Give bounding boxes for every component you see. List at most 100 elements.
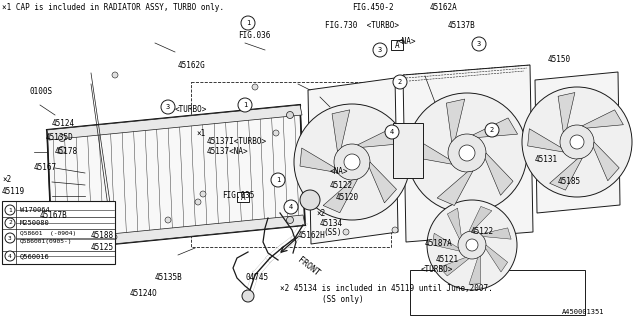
Text: 45187A: 45187A: [425, 239, 452, 249]
Polygon shape: [403, 65, 533, 242]
Circle shape: [58, 134, 65, 141]
Text: 3: 3: [477, 41, 481, 47]
Polygon shape: [486, 245, 508, 272]
Text: 1: 1: [246, 20, 250, 26]
Polygon shape: [481, 228, 511, 239]
Polygon shape: [332, 110, 350, 151]
Text: 45137B: 45137B: [448, 20, 476, 29]
Text: 45125: 45125: [91, 243, 114, 252]
Circle shape: [58, 227, 65, 234]
Text: A: A: [395, 41, 399, 50]
Circle shape: [5, 218, 15, 228]
Text: 4: 4: [289, 204, 293, 210]
Text: 3: 3: [378, 47, 382, 53]
Text: FIG.035: FIG.035: [222, 191, 254, 201]
Polygon shape: [558, 92, 575, 132]
Polygon shape: [323, 179, 358, 213]
Text: FIG.036: FIG.036: [238, 30, 270, 39]
Circle shape: [5, 205, 15, 215]
Circle shape: [385, 125, 399, 139]
Text: A450001351: A450001351: [562, 309, 605, 315]
Text: FIG.450-2: FIG.450-2: [352, 4, 394, 12]
Text: 0100S: 0100S: [30, 87, 53, 97]
Text: 04745: 04745: [245, 273, 268, 282]
Circle shape: [373, 43, 387, 57]
Text: ×2 45134 is included in 45119 until June,2007.: ×2 45134 is included in 45119 until June…: [280, 284, 493, 292]
Circle shape: [238, 98, 252, 112]
Circle shape: [195, 199, 201, 205]
Text: 45120: 45120: [336, 194, 359, 203]
Circle shape: [393, 75, 407, 89]
Text: 2: 2: [398, 79, 402, 85]
Circle shape: [242, 290, 254, 302]
Circle shape: [392, 227, 398, 233]
Circle shape: [271, 173, 285, 187]
Circle shape: [111, 234, 117, 240]
Circle shape: [485, 123, 499, 137]
Text: 3: 3: [8, 236, 12, 241]
Text: ×2: ×2: [316, 209, 325, 218]
Circle shape: [459, 145, 475, 161]
Circle shape: [334, 144, 370, 180]
Circle shape: [284, 200, 298, 214]
Text: 45121: 45121: [436, 254, 459, 263]
Text: 2: 2: [490, 127, 494, 133]
Circle shape: [252, 84, 258, 90]
Text: 4: 4: [8, 253, 12, 259]
Polygon shape: [47, 105, 305, 250]
Text: 45135B: 45135B: [155, 273, 183, 282]
Text: 45178: 45178: [55, 148, 78, 156]
Polygon shape: [300, 148, 337, 172]
Circle shape: [560, 125, 594, 159]
Circle shape: [273, 130, 279, 136]
Text: 45119: 45119: [2, 188, 25, 196]
Circle shape: [107, 226, 113, 232]
Text: 45188: 45188: [91, 231, 114, 241]
FancyBboxPatch shape: [237, 192, 249, 202]
Circle shape: [241, 16, 255, 30]
Text: 45124O: 45124O: [130, 289, 157, 298]
Text: 45162A: 45162A: [430, 4, 458, 12]
Text: 45131: 45131: [535, 156, 558, 164]
Circle shape: [344, 154, 360, 170]
Text: 4: 4: [390, 129, 394, 135]
Circle shape: [161, 100, 175, 114]
Circle shape: [570, 135, 584, 149]
Circle shape: [5, 251, 15, 261]
Circle shape: [300, 190, 320, 210]
Text: 2: 2: [8, 220, 12, 226]
Text: <TURBO>: <TURBO>: [421, 266, 453, 275]
Text: 1: 1: [276, 177, 280, 183]
Text: <NA>: <NA>: [398, 37, 417, 46]
Polygon shape: [413, 139, 452, 164]
Polygon shape: [358, 128, 401, 147]
Text: 1: 1: [243, 102, 247, 108]
Text: 45137<NA>: 45137<NA>: [207, 147, 248, 156]
Text: 45167B: 45167B: [40, 211, 68, 220]
Text: <TURBO>: <TURBO>: [175, 106, 207, 115]
Text: 45122: 45122: [471, 227, 494, 236]
Text: Q586001(0905-): Q586001(0905-): [20, 239, 72, 244]
Text: FIG.730  <TURBO>: FIG.730 <TURBO>: [325, 20, 399, 29]
Polygon shape: [439, 258, 469, 276]
Text: 45162G: 45162G: [178, 60, 205, 69]
Polygon shape: [308, 78, 398, 244]
Text: ×1 CAP is included in RADIATOR ASSY, TURBO only.: ×1 CAP is included in RADIATOR ASSY, TUR…: [2, 4, 224, 12]
Circle shape: [458, 231, 486, 259]
Text: M250080: M250080: [20, 220, 50, 226]
Text: (SS only): (SS only): [322, 295, 364, 305]
Text: ×2: ×2: [2, 175, 12, 185]
Polygon shape: [447, 208, 461, 239]
Circle shape: [58, 238, 65, 245]
Polygon shape: [369, 162, 397, 203]
FancyBboxPatch shape: [2, 201, 115, 264]
Polygon shape: [473, 118, 518, 138]
Polygon shape: [550, 158, 582, 190]
Text: 45185: 45185: [558, 178, 581, 187]
Text: FRONT: FRONT: [296, 255, 321, 277]
Polygon shape: [485, 153, 513, 195]
Circle shape: [200, 191, 206, 197]
Polygon shape: [582, 110, 623, 128]
Text: 45162H: 45162H: [298, 231, 326, 241]
Polygon shape: [593, 142, 619, 181]
